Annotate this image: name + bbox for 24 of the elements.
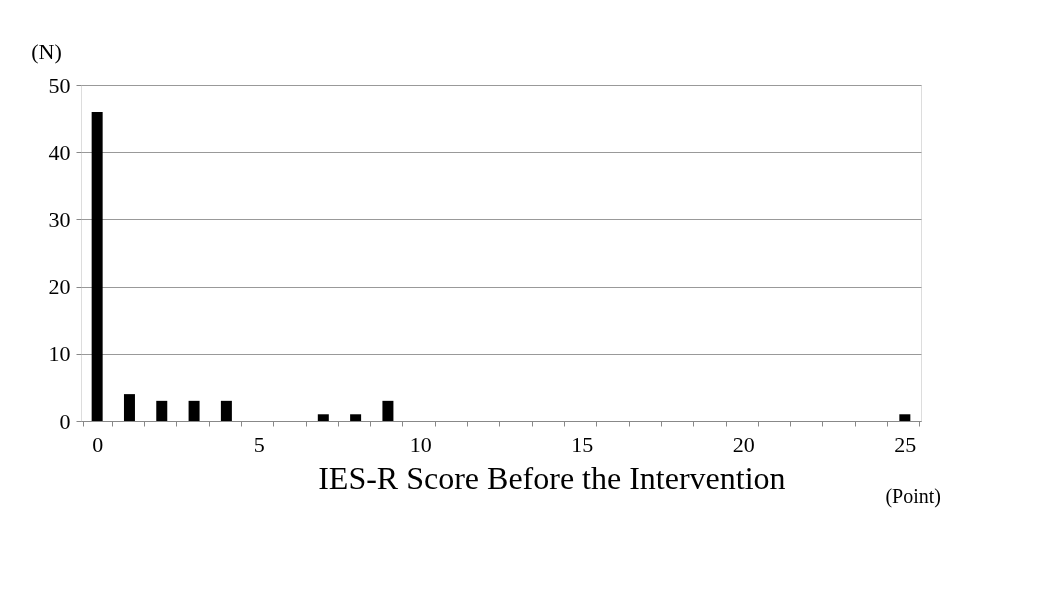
y-tick-label: 50 — [48, 72, 71, 98]
y-tick-label: 10 — [48, 341, 71, 367]
y-tick-label: 20 — [48, 274, 71, 300]
bar — [91, 111, 103, 421]
bar — [317, 414, 329, 421]
bar — [123, 394, 135, 421]
x-tick-label: 20 — [732, 431, 755, 457]
y-tick-label: 30 — [48, 206, 71, 232]
x-tick-label: 10 — [409, 431, 432, 457]
y-axis-title: (N) — [31, 38, 62, 64]
x-tick-label: 25 — [894, 431, 917, 457]
bar — [156, 400, 168, 421]
bar — [220, 400, 232, 421]
bar — [188, 400, 200, 421]
y-tick-label: 40 — [48, 139, 71, 165]
x-axis-title: IES-R Score Before the Intervention — [318, 459, 786, 496]
x-tick-label: 5 — [253, 431, 265, 457]
bar — [350, 414, 362, 421]
text: (Point) — [885, 485, 941, 508]
x-tick-label: 15 — [571, 431, 594, 457]
bar — [899, 414, 911, 421]
x-tick-label: 0 — [92, 431, 104, 457]
y-tick-label: 0 — [59, 408, 71, 434]
bar — [382, 400, 394, 421]
